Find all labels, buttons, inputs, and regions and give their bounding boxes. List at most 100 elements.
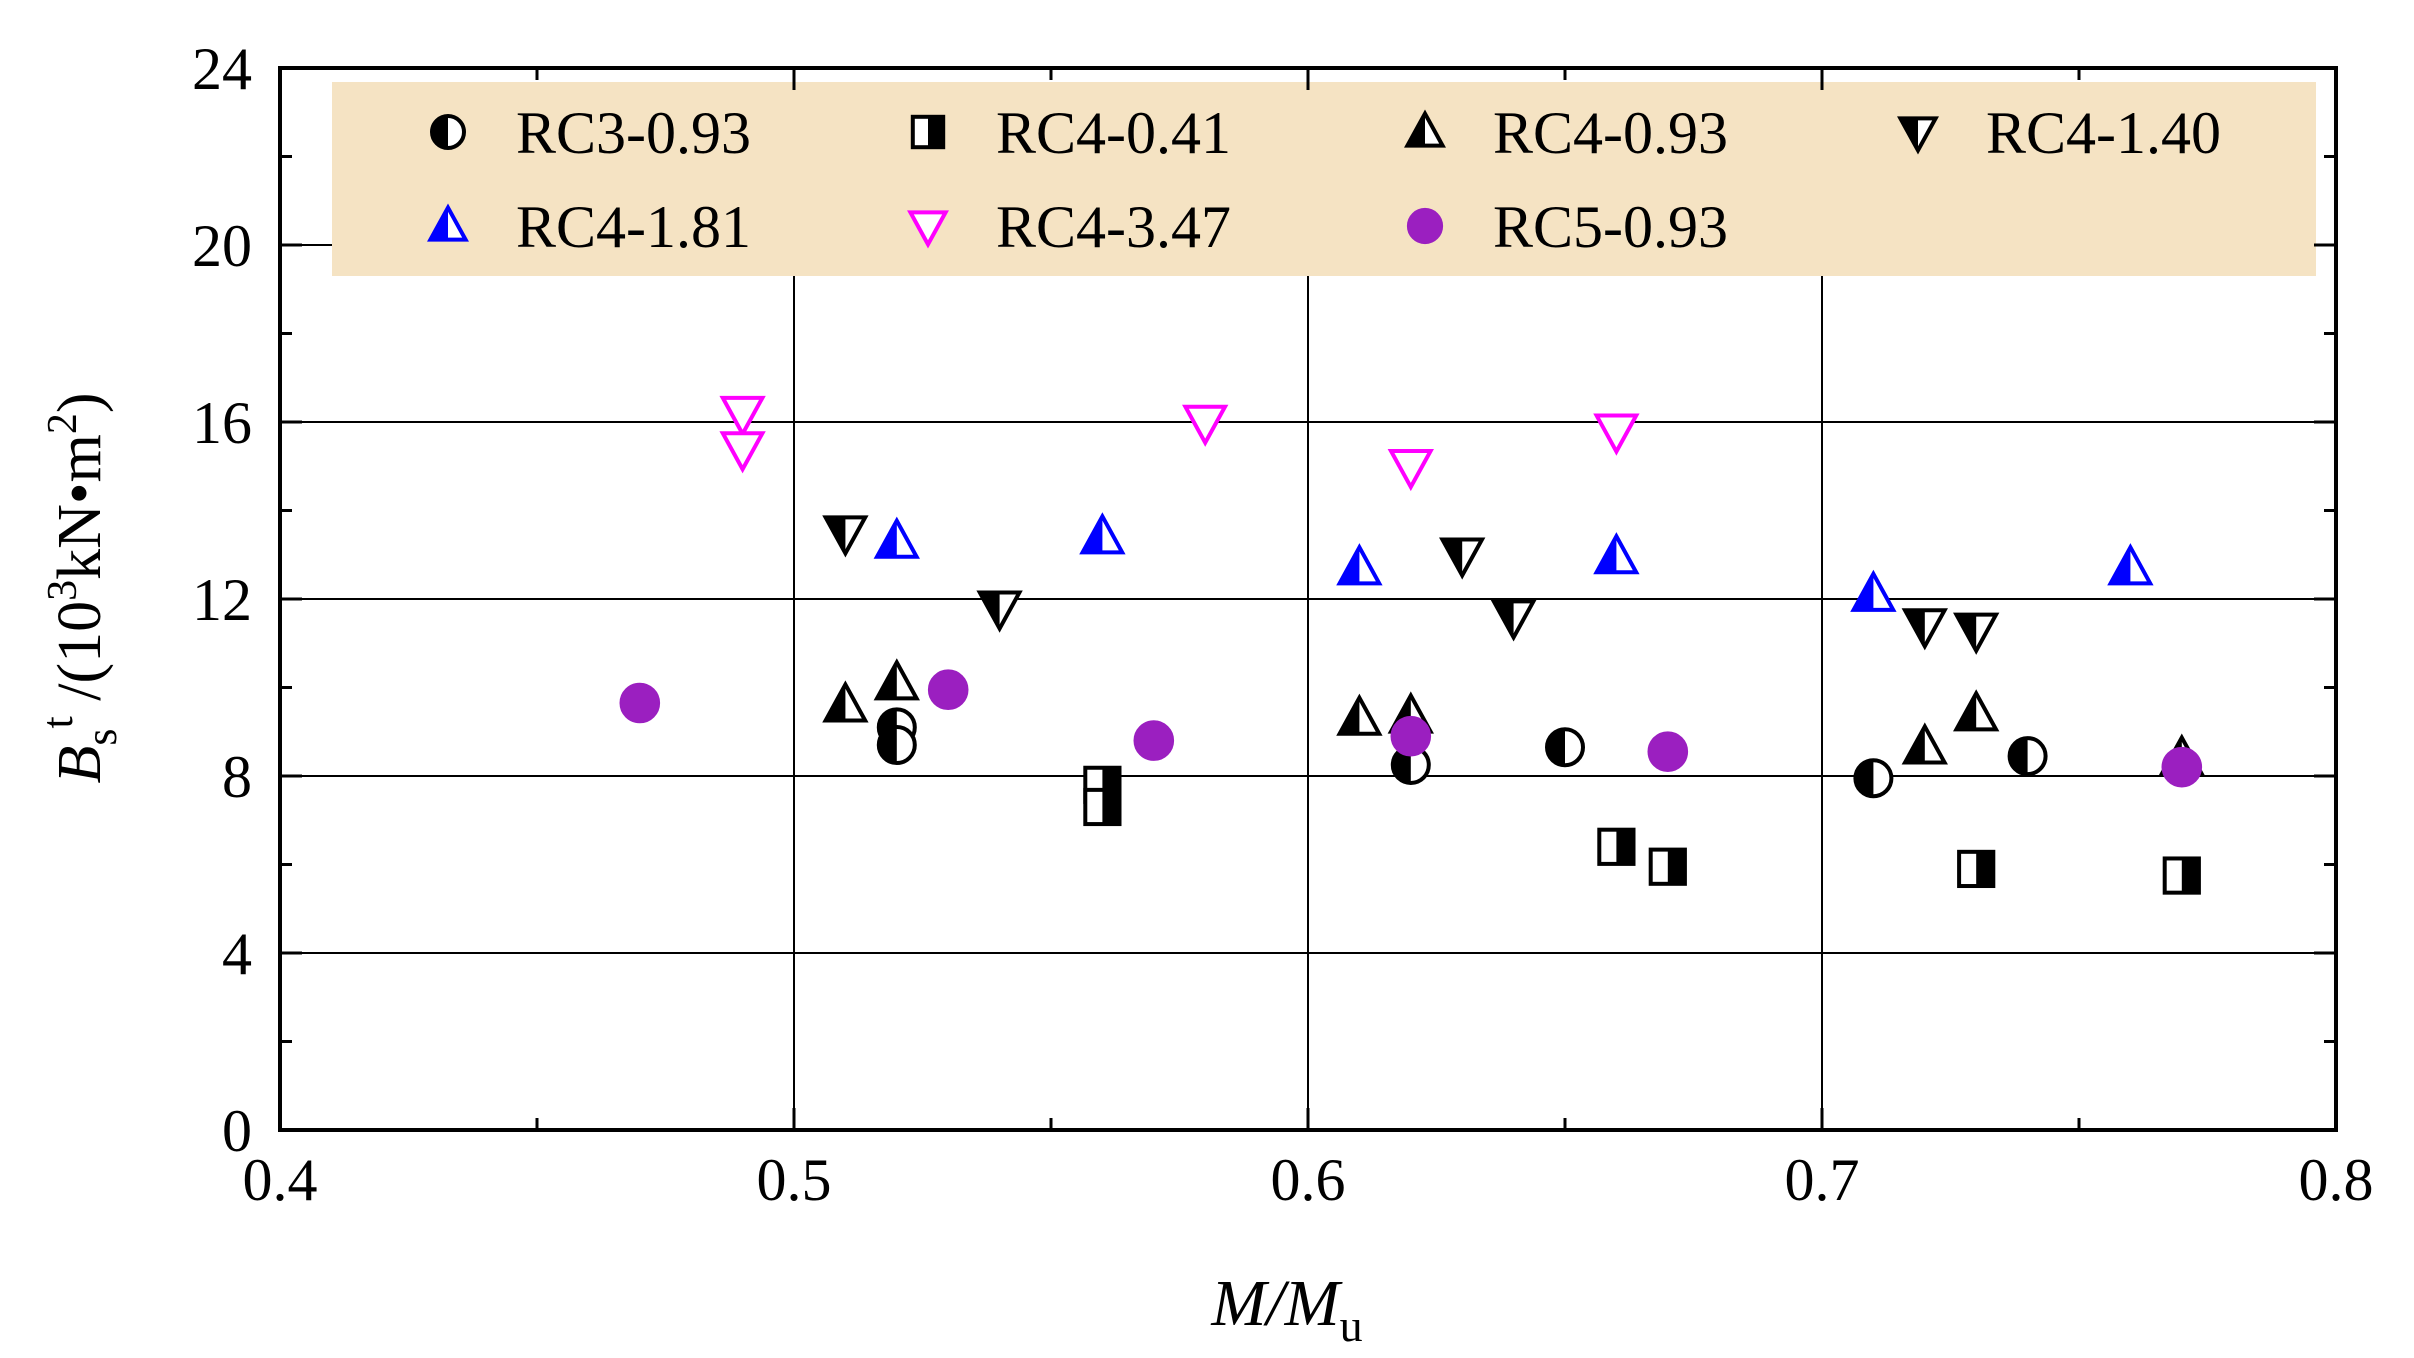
x-axis-title-main: M/M (1210, 1267, 1343, 1340)
point-rc4-1-40 (1439, 537, 1486, 580)
point-rc4-0-41 (2162, 856, 2201, 895)
y-tick-label: 24 (192, 36, 252, 102)
point-rc4-1-81 (873, 516, 920, 559)
y-axis-title-sup: t (33, 716, 82, 728)
point-rc4-0-41-fill (1976, 851, 1994, 887)
point-rc4-0-93-fill (825, 684, 846, 721)
y-tick-label: 0 (222, 1098, 252, 1164)
point-rc3-0-93 (876, 725, 917, 766)
point-rc4-0-41 (1597, 827, 1636, 866)
point-rc4-3-47-outline (1593, 413, 1640, 456)
point-rc4-0-93 (822, 680, 869, 723)
y-axis-title-unit-m-exp: 2 (40, 413, 86, 434)
point-rc3-0-93 (1853, 758, 1894, 799)
point-rc4-1-81-fill (2110, 547, 2131, 584)
legend-label-rc4-1-40: RC4-1.40 (1986, 100, 2221, 166)
point-rc3-0-93 (2007, 736, 2048, 777)
y-tick-label: 16 (192, 390, 252, 456)
x-tick-label: 0.7 (1785, 1147, 1860, 1213)
point-rc4-1-40 (822, 515, 869, 558)
point-rc5-0-93-fill (1390, 715, 1432, 757)
point-rc4-3-47 (1593, 413, 1640, 456)
x-axis-title: M/Mu (1210, 1267, 1362, 1351)
y-axis-title: Bst /(103kN•m2) (33, 393, 126, 784)
point-rc4-1-40-fill (1905, 610, 1925, 647)
legend-marker-rc5-0-93-fill (1406, 207, 1444, 245)
point-rc4-1-81 (2107, 543, 2154, 586)
point-rc4-0-41 (1957, 849, 1996, 889)
point-rc4-0-93 (873, 658, 920, 701)
point-rc4-1-40-fill (979, 592, 1000, 629)
point-rc4-1-81-fill (1853, 573, 1874, 610)
point-rc4-0-93-fill (1956, 693, 1977, 730)
point-rc3-0-93-fill (878, 727, 897, 764)
point-rc4-1-40-fill (1956, 614, 1977, 651)
point-rc3-0-93 (1545, 727, 1585, 768)
y-axis-title-unit-exp: 3 (40, 580, 86, 601)
point-rc5-0-93-fill (1133, 720, 1175, 761)
point-rc4-0-41 (1083, 787, 1122, 827)
point-rc4-0-41-fill (1102, 789, 1120, 825)
point-rc4-1-40 (1953, 612, 2000, 655)
legend-label-rc5-0-93: RC5-0.93 (1493, 194, 1728, 260)
y-axis-title-unit-kn: kN (46, 504, 114, 580)
legend: RC3-0.93 RC4-0.41 RC4-0.93 RC4-1.40 RC4-1.81… (332, 82, 2316, 276)
point-rc4-1-81 (1850, 569, 1897, 612)
legend-marker-rc4-0-41 (910, 114, 946, 150)
legend-marker-rc3-0-93 (430, 114, 466, 150)
point-rc4-3-47-outline (719, 395, 766, 439)
x-axis-title-sub: u (1340, 1300, 1363, 1351)
legend-marker-rc4-3-47-outline (907, 210, 949, 249)
point-rc4-1-81-fill (877, 520, 897, 557)
y-axis-title-unit-m: m (46, 434, 114, 482)
point-rc4-0-93-fill (877, 662, 897, 699)
point-rc4-3-47 (1387, 448, 1434, 492)
point-rc5-0-93 (1647, 731, 1689, 772)
point-rc4-3-47 (1182, 404, 1229, 447)
legend-marker-rc5-0-93 (1406, 207, 1444, 245)
point-rc5-0-93 (927, 669, 969, 711)
point-rc4-0-93 (1953, 689, 2000, 732)
point-rc5-0-93-fill (2161, 746, 2203, 788)
y-axis-title-sub: s (77, 729, 126, 746)
x-tick-label: 0.5 (757, 1147, 832, 1213)
x-tick-label: 0.6 (1271, 1147, 1346, 1213)
point-rc4-1-81 (1079, 512, 1126, 555)
point-rc5-0-93 (619, 682, 661, 724)
point-rc4-1-81 (1593, 532, 1640, 575)
y-axis-title-main: B (46, 746, 114, 784)
y-tick-label: 12 (192, 567, 252, 633)
point-rc5-0-93 (1390, 715, 1432, 757)
legend-box (332, 82, 2316, 276)
x-tick-label: 0.4 (243, 1147, 318, 1213)
point-rc4-1-40-fill (1493, 601, 1514, 638)
legend-marker-rc4-3-47 (907, 210, 949, 249)
data-points (619, 395, 2205, 895)
point-rc4-1-81 (1336, 543, 1383, 586)
point-rc4-1-81-fill (1082, 516, 1103, 553)
y-tick-label: 8 (222, 744, 252, 810)
point-rc4-1-40-fill (825, 517, 846, 554)
point-rc4-3-47-outline (1387, 448, 1434, 492)
point-rc4-3-47-outline (719, 431, 766, 474)
y-tick-label: 4 (222, 921, 252, 987)
point-rc4-3-47-outline (1182, 404, 1229, 447)
point-rc3-0-93-fill (1547, 729, 1565, 766)
point-rc4-0-41-fill (2181, 858, 2199, 893)
legend-label-rc4-0-93: RC4-0.93 (1493, 100, 1728, 166)
legend-marker-rc4-1-81-fill (430, 207, 448, 240)
point-rc4-0-93 (1901, 722, 1948, 765)
legend-label-rc3-0-93: RC3-0.93 (516, 100, 751, 166)
point-rc5-0-93-fill (1647, 731, 1689, 772)
y-axis-title-unit-dot: • (46, 482, 114, 504)
point-rc4-1-81-fill (1596, 536, 1617, 573)
point-rc4-1-81-fill (1339, 547, 1360, 584)
point-rc4-3-47 (719, 431, 766, 474)
legend-marker-rc4-0-93-fill (1407, 113, 1425, 146)
point-rc5-0-93 (2161, 746, 2203, 788)
point-rc4-1-40 (976, 590, 1023, 633)
point-rc4-0-93-fill (1339, 697, 1360, 734)
y-axis-title-unit: /(10 (46, 601, 114, 716)
axes: 0.4 0.5 0.6 0.7 0.8 0 4 8 12 16 20 24 (192, 36, 2374, 1213)
